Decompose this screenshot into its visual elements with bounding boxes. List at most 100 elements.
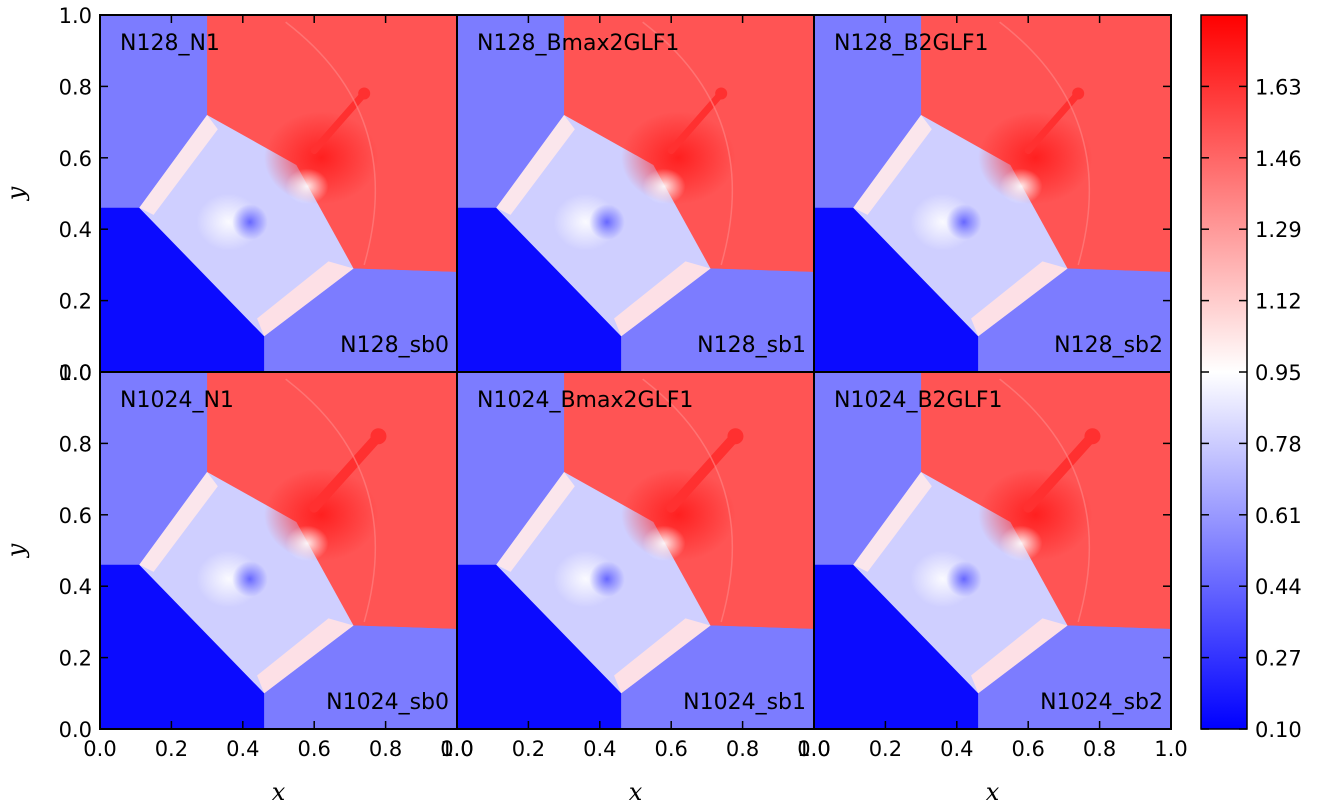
- vortex-lobe: [285, 168, 329, 205]
- shock-front-lower: [614, 618, 711, 694]
- region-bottom-right: [264, 268, 457, 372]
- x-tick-label: 0.4: [226, 737, 259, 761]
- x-tick-label: 0.0: [797, 737, 830, 761]
- x-tick-label: 0.8: [1083, 737, 1116, 761]
- shock-front-lower: [257, 618, 354, 694]
- colorbar: 0.10 0.27 0.44 0.61 0.78 0.95 1.12 1.29 1.46 1.63: [1200, 14, 1302, 742]
- colorbar-tick-label: 0.78: [1255, 432, 1302, 456]
- colorbar-tick-label: 0.61: [1255, 504, 1302, 528]
- shock-front-upper: [139, 114, 218, 215]
- heatmap-panel: N128_Bmax2GLF1 N128_sb1: [456, 14, 815, 373]
- y-tick-label: 0.2: [59, 290, 92, 314]
- arc-shock: [285, 378, 377, 623]
- shock-front-upper: [496, 471, 575, 572]
- x-axis-label: x: [986, 778, 1000, 806]
- jet-head: [1084, 428, 1101, 445]
- vortex-lobe: [999, 525, 1043, 562]
- jet-head: [1072, 87, 1085, 100]
- x-tick-label: 0.4: [583, 737, 616, 761]
- region-bottom-right: [264, 625, 457, 729]
- panel-frame: [813, 371, 1172, 730]
- heatmap-panel: N1024_Bmax2GLF1 N1024_sb1: [456, 371, 815, 730]
- x-tick-label: 0.0: [83, 737, 116, 761]
- x-tick-label: 0.6: [1011, 737, 1044, 761]
- shock-front-lower: [971, 261, 1068, 337]
- panel-title: N1024_B2GLF1: [834, 388, 1003, 413]
- panel-label: N1024_sb2: [1040, 690, 1163, 715]
- arc-shock: [642, 21, 734, 266]
- x-tick-label: 1.0: [797, 737, 830, 761]
- vortex-core: [589, 204, 625, 240]
- y-tick-label: 0.8: [59, 432, 92, 456]
- region-bottom-right: [621, 625, 814, 729]
- panel-title: N1024_Bmax2GLF1: [477, 388, 693, 413]
- arc-shock: [642, 378, 734, 623]
- heatmap-panel: N128_B2GLF1 N128_sb2: [813, 14, 1172, 373]
- colorbar-tick-label: 0.95: [1255, 361, 1302, 385]
- arc-shock: [285, 21, 377, 266]
- x-tick-label: 0.2: [512, 737, 545, 761]
- y-tick-label: 0.0: [59, 718, 92, 742]
- panel-title: N1024_N1: [120, 388, 234, 413]
- vortex-core: [946, 561, 982, 597]
- colorbar-tick-label: 1.46: [1255, 147, 1302, 171]
- shock-front-upper: [853, 471, 932, 572]
- region-bottom-left: [457, 207, 622, 372]
- x-tick-label: 0.8: [726, 737, 759, 761]
- panel-grid: N128_N1N128_sb0N128_Bmax2GLF1N128_sb1N12…: [99, 14, 1172, 730]
- x-axis-label: x: [629, 778, 643, 806]
- vortex-core: [946, 204, 982, 240]
- heatmap-panel: N1024_N1 N1024_sb0: [99, 371, 458, 730]
- jet-head: [727, 428, 744, 445]
- x-tick-label: 0.6: [654, 737, 687, 761]
- y-axis-label: y: [2, 186, 30, 201]
- region-bottom-right: [978, 625, 1171, 729]
- panel-label: N1024_sb0: [326, 690, 449, 715]
- jet: [309, 431, 384, 513]
- region-bottom-right: [621, 268, 814, 372]
- y-tick-label: 0.4: [59, 575, 92, 599]
- y-tick-label: 0.2: [59, 647, 92, 671]
- heatmap-panel: N1024_B2GLF1 N1024_sb2: [813, 371, 1172, 730]
- shock-front-upper: [853, 114, 932, 215]
- panel-label: N128_sb0: [340, 333, 449, 358]
- y-tick-label: 0.4: [59, 218, 92, 242]
- arc-shock: [999, 378, 1091, 623]
- arc-shock: [999, 21, 1091, 266]
- x-axis-label: x: [272, 778, 286, 806]
- x-tick-label: 0.2: [155, 737, 188, 761]
- y-tick-label: 0.6: [59, 147, 92, 171]
- colorbar-tick-label: 0.44: [1255, 575, 1302, 599]
- panel-label: N1024_sb1: [683, 690, 806, 715]
- jet: [1023, 431, 1098, 513]
- vortex-lobe: [999, 168, 1043, 205]
- axes: 0.0 0.2 0.4 0.6 0.8 1.0 x 0.0 0.2 0.4 0.6 0.8 1.0 x 0.…: [2, 4, 1188, 806]
- vortex-lobe: [642, 525, 686, 562]
- colorbar-tick-label: 0.10: [1255, 718, 1302, 742]
- vortex-lobe: [642, 168, 686, 205]
- x-tick-label: 0.4: [940, 737, 973, 761]
- shock-front-upper: [139, 471, 218, 572]
- region-bottom-left: [100, 207, 265, 372]
- region-bottom-left: [814, 564, 979, 729]
- region-bottom-right: [978, 268, 1171, 372]
- panel-label: N128_sb1: [697, 333, 806, 358]
- colorbar-tick-label: 1.63: [1255, 75, 1302, 99]
- heatmap-panel: N128_N1 N128_sb0: [99, 14, 458, 373]
- y-tick-label: 1.0: [59, 4, 92, 28]
- y-tick-label: 1.0: [59, 361, 92, 385]
- vortex-lobe: [285, 525, 329, 562]
- x-tick-label: 0.6: [297, 737, 330, 761]
- shock-front-lower: [971, 618, 1068, 694]
- vortex-core: [589, 561, 625, 597]
- jet-head: [358, 87, 371, 100]
- vortex-core: [232, 561, 268, 597]
- region-bottom-left: [457, 564, 622, 729]
- y-tick-label: 0.6: [59, 504, 92, 528]
- x-tick-label: 1.0: [440, 737, 473, 761]
- region-bottom-left: [100, 564, 265, 729]
- x-tick-label: 1.0: [1154, 737, 1187, 761]
- panel-title: N128_B2GLF1: [834, 31, 989, 56]
- y-tick-label: 0.0: [59, 361, 92, 385]
- panel-title: N128_N1: [120, 31, 220, 56]
